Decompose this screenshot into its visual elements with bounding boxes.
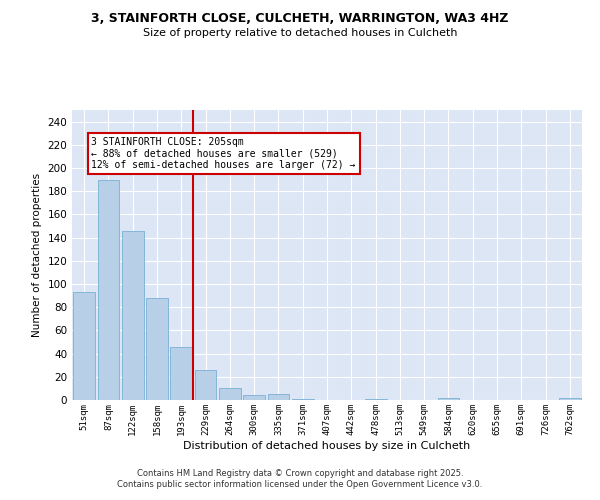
Text: Contains public sector information licensed under the Open Government Licence v3: Contains public sector information licen… xyxy=(118,480,482,489)
Bar xyxy=(122,230,143,400)
Text: 3 STAINFORTH CLOSE: 205sqm
← 88% of detached houses are smaller (529)
12% of sem: 3 STAINFORTH CLOSE: 205sqm ← 88% of deta… xyxy=(91,136,356,170)
Bar xyxy=(365,399,386,400)
Bar xyxy=(437,398,460,400)
Bar xyxy=(194,370,217,400)
Bar xyxy=(268,394,289,400)
X-axis label: Distribution of detached houses by size in Culcheth: Distribution of detached houses by size … xyxy=(184,440,470,450)
Bar xyxy=(146,298,168,400)
Bar xyxy=(559,398,581,400)
Bar xyxy=(97,180,119,400)
Bar xyxy=(219,388,241,400)
Bar xyxy=(170,346,192,400)
Text: Size of property relative to detached houses in Culcheth: Size of property relative to detached ho… xyxy=(143,28,457,38)
Y-axis label: Number of detached properties: Number of detached properties xyxy=(32,173,42,337)
Text: 3, STAINFORTH CLOSE, CULCHETH, WARRINGTON, WA3 4HZ: 3, STAINFORTH CLOSE, CULCHETH, WARRINGTO… xyxy=(91,12,509,26)
Text: Contains HM Land Registry data © Crown copyright and database right 2025.: Contains HM Land Registry data © Crown c… xyxy=(137,468,463,477)
Bar xyxy=(73,292,95,400)
Bar xyxy=(292,399,314,400)
Bar xyxy=(243,396,265,400)
